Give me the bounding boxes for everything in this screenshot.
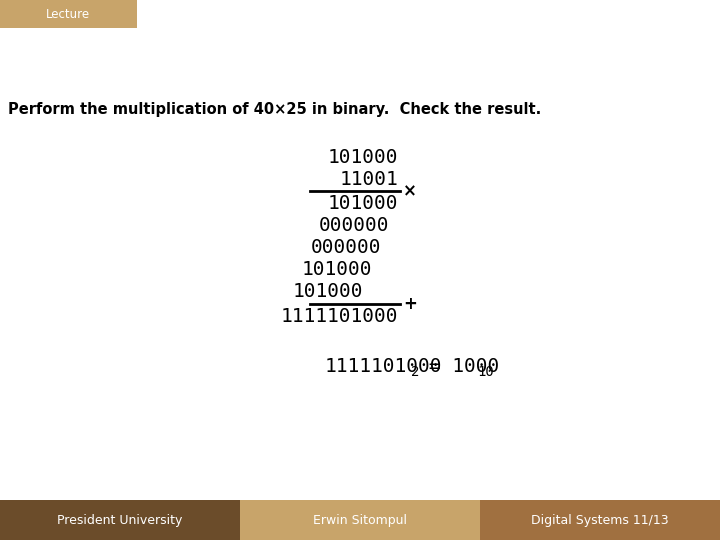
Text: Perform the multiplication of 40×25 in binary.  Check the result.: Perform the multiplication of 40×25 in b… xyxy=(8,103,541,117)
Bar xyxy=(480,500,720,540)
Text: +: + xyxy=(403,295,417,313)
Text: 2: 2 xyxy=(411,365,419,379)
Text: Lecture: Lecture xyxy=(46,8,91,21)
Text: President University: President University xyxy=(58,514,183,526)
Text: 000000: 000000 xyxy=(319,216,390,235)
Text: 11001: 11001 xyxy=(339,170,398,189)
Bar xyxy=(0,500,240,540)
Text: Digital Systems 11/13: Digital Systems 11/13 xyxy=(531,514,669,526)
Text: 101000: 101000 xyxy=(302,260,372,279)
Text: 1111101000: 1111101000 xyxy=(281,307,398,326)
Text: 10: 10 xyxy=(477,365,494,379)
Text: 000000: 000000 xyxy=(310,238,381,257)
Text: = 1000: = 1000 xyxy=(417,357,499,376)
Text: 101000: 101000 xyxy=(328,194,398,213)
Bar xyxy=(240,500,480,540)
Text: 101000: 101000 xyxy=(293,282,364,301)
Text: 101000: 101000 xyxy=(328,148,398,167)
Text: Exercise: Binary Multiplication: Exercise: Binary Multiplication xyxy=(121,44,599,72)
Text: 1111101000: 1111101000 xyxy=(325,357,443,376)
Bar xyxy=(0,0,137,28)
Text: Erwin Sitompul: Erwin Sitompul xyxy=(313,514,407,526)
Text: Digital Systems: Digital Systems xyxy=(143,8,235,21)
Text: ×: × xyxy=(403,183,417,200)
